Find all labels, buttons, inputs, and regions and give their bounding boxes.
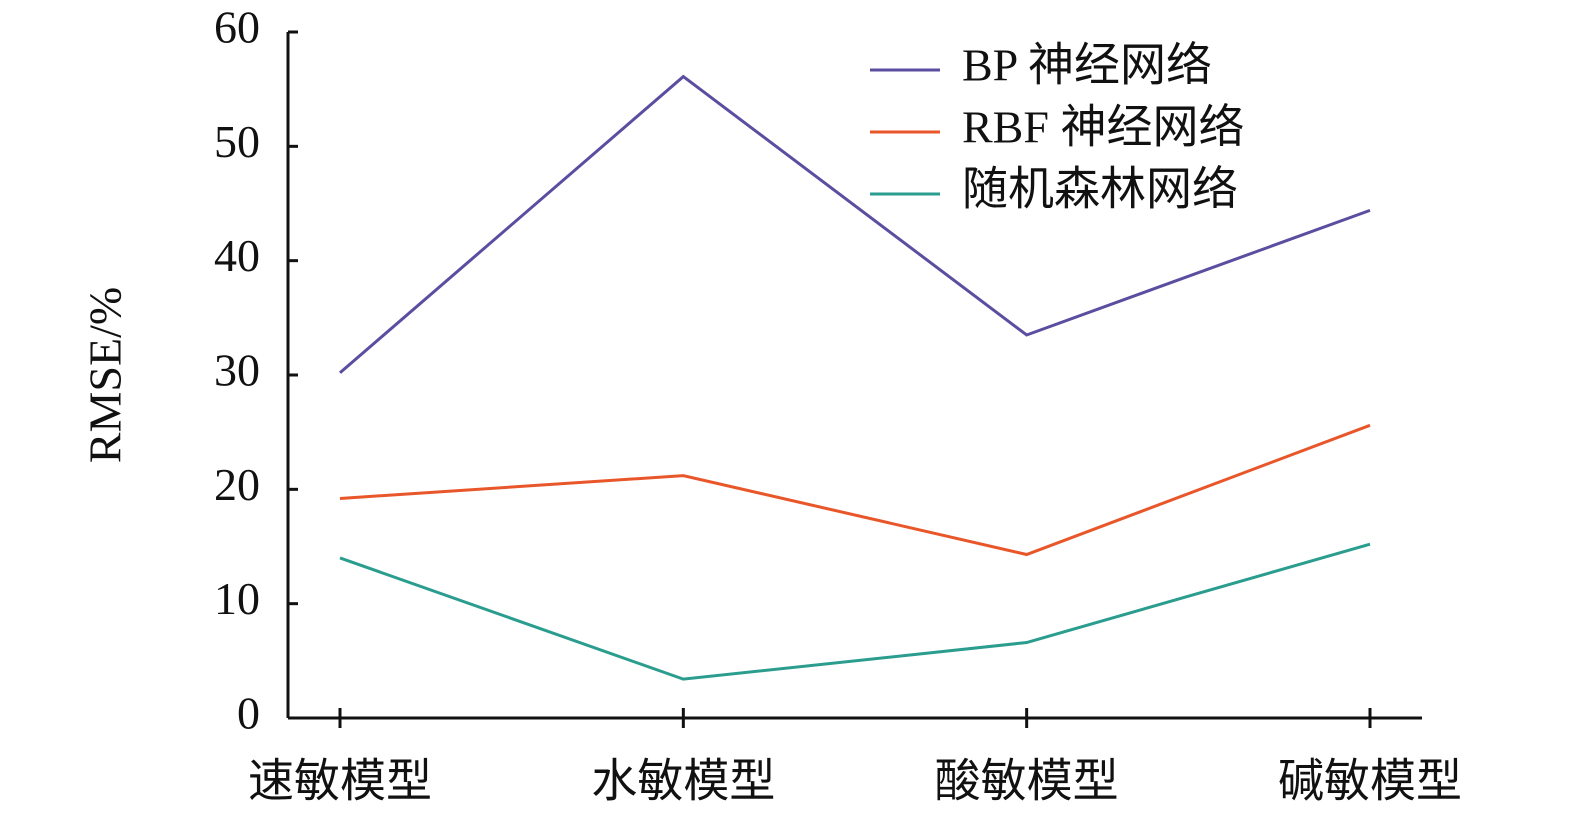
y-tick-label: 30	[214, 345, 260, 396]
legend-label: RBF 神经网络	[962, 102, 1244, 153]
y-axis-label: RMSE/%	[80, 287, 131, 463]
x-tick-label: 速敏模型	[248, 756, 432, 807]
y-tick-label: 50	[214, 116, 260, 167]
legend-label: 随机森林网络	[962, 164, 1238, 215]
x-tick-label: 酸敏模型	[935, 756, 1119, 807]
series-line	[339, 542, 1371, 681]
legend-label: BP 神经网络	[962, 40, 1212, 91]
y-tick-label: 20	[214, 459, 260, 510]
x-tick-label: 水敏模型	[591, 756, 775, 807]
series-line	[339, 423, 1371, 557]
x-tick-label: 碱敏模型	[1278, 756, 1462, 807]
y-tick-label: 0	[237, 688, 260, 739]
y-tick-label: 10	[214, 573, 260, 624]
y-tick-label: 60	[214, 2, 260, 53]
series-line	[339, 74, 1371, 374]
y-tick-label: 40	[214, 230, 260, 281]
